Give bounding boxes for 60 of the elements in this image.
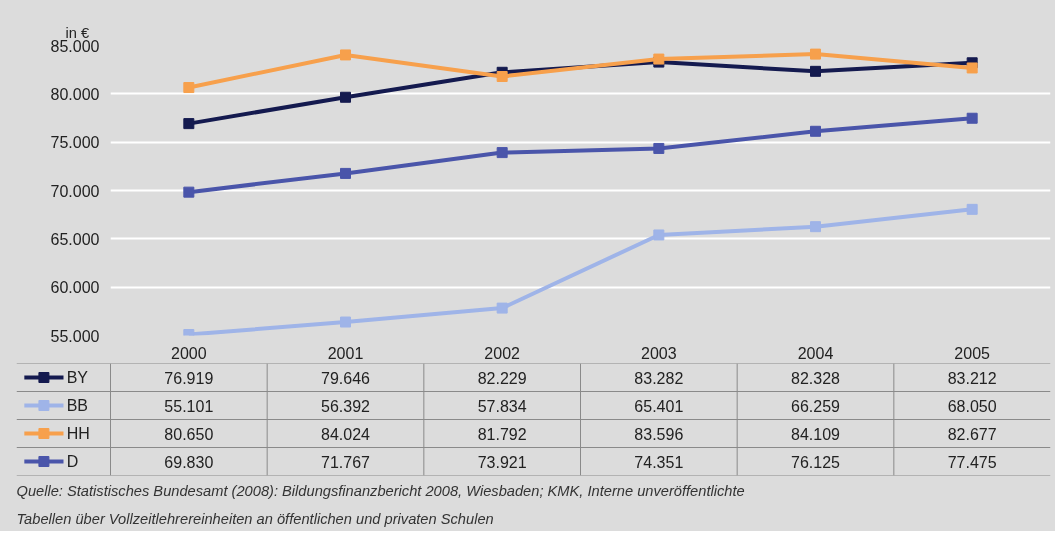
data-label: 76.919 — [164, 369, 214, 387]
data-label: 83.282 — [634, 369, 684, 387]
point — [810, 221, 821, 233]
data-label: 83.212 — [947, 369, 997, 387]
x-tick-label: 2003 — [641, 344, 677, 362]
source-note: Quelle: Statistisches Bundesamt (2008): Bildungsfinanzbericht 2008, Wiesbaden; KMK, Interne unveröffentlichte Tabellen über Vollzeitlehrereinheiten an öffentlichen und privaten Schulen — [16, 482, 745, 527]
x-tick-label: 2004 — [797, 344, 834, 362]
data-label: 69.830 — [164, 453, 214, 471]
legend-label: D — [66, 453, 79, 470]
y-tick-label: 60.000 — [50, 279, 100, 297]
data-label: 68.050 — [947, 397, 997, 415]
data-label: 65.401 — [634, 397, 684, 415]
point — [340, 91, 351, 103]
data-label: 84.109 — [791, 425, 841, 443]
data-label: 56.392 — [321, 397, 371, 415]
data-label: 82.677 — [947, 425, 997, 443]
point — [810, 65, 821, 77]
y-tick-label: 80.000 — [50, 85, 100, 103]
x-tick-label: 2001 — [327, 344, 364, 362]
x-tick-label: 2005 — [954, 344, 991, 362]
point — [496, 302, 508, 314]
point — [340, 49, 351, 61]
x-tick-label: 2000 — [171, 344, 207, 362]
data-label: 76.125 — [791, 453, 841, 471]
data-label: 73.921 — [477, 453, 527, 471]
point — [966, 203, 978, 215]
data-label: 74.351 — [634, 453, 684, 471]
data-label: 82.229 — [477, 369, 527, 387]
point — [496, 147, 508, 159]
point — [653, 142, 665, 154]
data-label: 57.834 — [477, 397, 527, 415]
y-tick-label: 65.000 — [50, 230, 100, 248]
point — [966, 62, 978, 74]
point — [966, 112, 978, 124]
legend-label: HH — [66, 425, 90, 442]
data-label: 83.596 — [634, 425, 684, 443]
point — [810, 125, 821, 137]
data-label: 81.792 — [477, 425, 527, 443]
point — [810, 48, 821, 60]
data-label: 79.646 — [321, 369, 371, 387]
data-label: 55.101 — [164, 397, 214, 415]
legend-label: BY — [66, 369, 89, 386]
point — [340, 316, 351, 328]
x-tick-label: 2002 — [484, 344, 521, 362]
y-tick-label: 70.000 — [50, 182, 100, 200]
data-label: 80.650 — [164, 425, 214, 443]
y-tick-label: 55.000 — [50, 327, 100, 345]
data-label: 66.259 — [791, 397, 841, 415]
data-label: 71.767 — [321, 453, 371, 471]
y-tick-label: 75.000 — [50, 134, 100, 152]
point — [183, 186, 195, 198]
data-label: 82.328 — [791, 369, 841, 387]
point — [183, 118, 195, 130]
point — [653, 229, 665, 241]
point — [496, 71, 508, 83]
data-label: 84.024 — [321, 425, 371, 443]
data-label: 77.475 — [947, 453, 997, 471]
point — [183, 82, 195, 94]
legend-label: BB — [66, 397, 88, 414]
point — [340, 167, 351, 179]
